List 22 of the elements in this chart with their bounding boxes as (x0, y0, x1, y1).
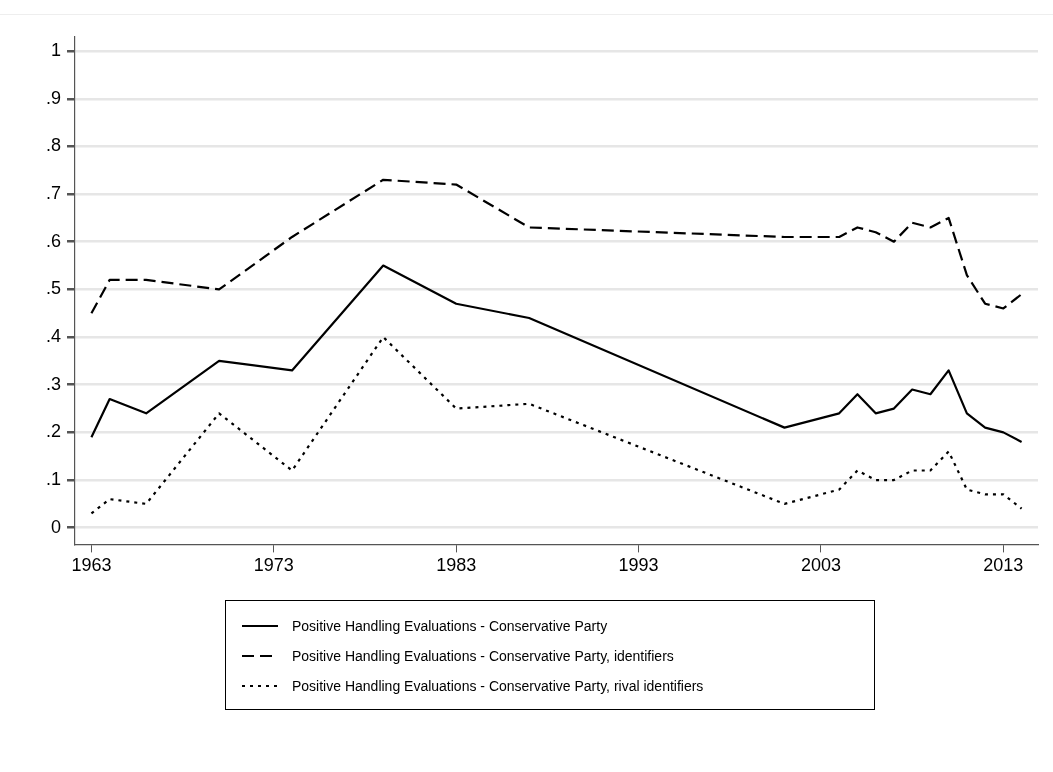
y-tick-label: .7 (46, 183, 62, 204)
legend-label: Positive Handling Evaluations - Conservative Party, rival identifiers (292, 678, 704, 694)
y-tick-label: .8 (46, 135, 62, 156)
x-tick-label: 1993 (618, 555, 659, 576)
line-series (90, 335, 1023, 515)
legend-label: Positive Handling Evaluations - Conservative Party (292, 618, 608, 634)
x-tick-label: 1983 (436, 555, 477, 576)
y-tick-label: .4 (46, 326, 62, 347)
x-tick-label: 1973 (253, 555, 294, 576)
line-series (90, 178, 1023, 315)
y-tick-label: 0 (51, 516, 62, 537)
legend-label: Positive Handling Evaluations - Conservative Party, identifiers (292, 648, 674, 664)
y-tick-label: .6 (46, 230, 62, 251)
x-tick-label: 2013 (983, 555, 1024, 576)
y-tick-label: 1 (51, 40, 62, 61)
y-tick-label: .5 (46, 278, 62, 299)
y-tick-label: .2 (46, 421, 62, 442)
y-tick-label: .9 (46, 87, 62, 108)
y-tick-label: .3 (46, 373, 62, 394)
x-tick-label: 2003 (800, 555, 841, 576)
y-tick-label: .1 (46, 469, 62, 490)
x-tick-label: 1963 (71, 555, 112, 576)
